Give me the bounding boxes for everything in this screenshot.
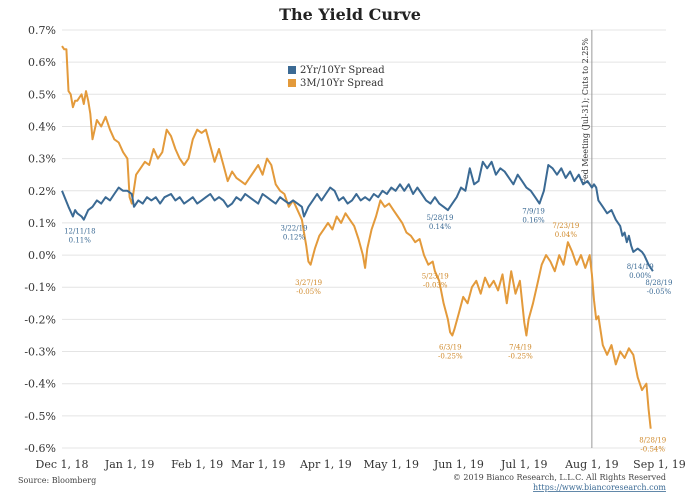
y-tick-label: 0.4% — [28, 120, 56, 133]
annotation-label: -0.25% — [438, 352, 463, 360]
annotation-label: 3/22/19 — [281, 224, 308, 232]
x-tick-label: Aug 1, 19 — [564, 458, 619, 471]
annotation-label: 3/27/19 — [295, 279, 322, 287]
annotation-label: 5/28/19 — [426, 214, 453, 222]
series-line — [61, 45, 652, 429]
annotation-label: 0.12% — [283, 233, 306, 241]
fed-meeting-marker: Fed Meeting (Jul-31); Cuts to 2.25% — [581, 30, 593, 448]
annotation-label: -0.54% — [640, 446, 665, 454]
x-tick-label: Feb 1, 19 — [171, 458, 223, 471]
y-tick-label: 0.5% — [28, 88, 56, 101]
x-tick-label: Jan 1, 19 — [104, 458, 155, 471]
legend: 2Yr/10Yr Spread 3M/10Yr Spread — [288, 65, 385, 89]
annotation-label: 7/9/19 — [522, 208, 545, 216]
y-tick-label: -0.1% — [24, 281, 56, 294]
annotation-label: 0.04% — [555, 231, 578, 239]
annotation-label: 0.00% — [629, 272, 652, 280]
x-axis: Dec 1, 18 Jan 1, 19 Feb 1, 19 Mar 1, 19 Apr … — [36, 458, 686, 471]
x-tick-label: Dec 1, 18 — [36, 458, 89, 471]
y-axis: 0.7% 0.6% 0.5% 0.4% 0.3% 0.2% 0.1% 0.0% -0.1% -0.… — [24, 24, 56, 455]
y-tick-label: 0.1% — [28, 217, 56, 230]
y-tick-label: 0.6% — [28, 56, 56, 69]
x-tick-label: Jul 1, 19 — [500, 458, 548, 471]
legend-swatch — [288, 79, 296, 87]
legend-label: 3M/10Yr Spread — [300, 78, 384, 89]
y-tick-label: 0.7% — [28, 24, 56, 37]
y-tick-label: 0.2% — [28, 185, 56, 198]
annotation-label: 8/28/19 — [639, 437, 666, 445]
annotations: 12/11/180.11%3/22/190.12%3/27/19-0.05%5/… — [64, 208, 672, 454]
source-note: Source: Bloomberg — [18, 476, 96, 485]
annotation-label: -0.25% — [508, 352, 533, 360]
y-tick-label: -0.6% — [24, 442, 56, 455]
x-tick-label: May 1, 19 — [363, 458, 419, 471]
annotation-label: 0.16% — [522, 217, 545, 225]
chart-title: The Yield Curve — [279, 5, 421, 24]
y-tick-label: -0.5% — [24, 410, 56, 423]
x-tick-label: Apr 1, 19 — [299, 458, 352, 471]
website-link[interactable]: https://www.biancoresearch.com — [533, 483, 666, 492]
y-tick-label: 0.3% — [28, 153, 56, 166]
annotation-label: 12/11/18 — [64, 228, 95, 236]
y-tick-label: -0.2% — [24, 313, 56, 326]
y-tick-label: -0.4% — [24, 378, 56, 391]
annotation-label: 0.14% — [429, 223, 452, 231]
annotation-label: 8/28/19 — [645, 279, 672, 287]
annotation-label: -0.05% — [647, 288, 672, 296]
x-tick-label: Sep 1, 19 — [633, 458, 686, 471]
y-tick-label: 0.0% — [28, 249, 56, 262]
annotation-label: 7/23/19 — [552, 222, 579, 230]
annotation-label: 6/3/19 — [439, 343, 462, 351]
annotation-label: 8/14/19 — [627, 263, 654, 271]
gridlines — [62, 29, 666, 449]
annotation-label: -0.03% — [423, 282, 448, 290]
fed-meeting-label: Fed Meeting (Jul-31); Cuts to 2.25% — [581, 38, 590, 185]
y-tick-label: -0.3% — [24, 346, 56, 359]
annotation-label: -0.05% — [296, 288, 321, 296]
legend-swatch — [288, 66, 296, 74]
x-tick-label: Jun 1, 19 — [433, 458, 484, 471]
annotation-label: 7/4/19 — [509, 343, 532, 351]
annotation-label: 5/23/19 — [422, 273, 449, 281]
x-tick-label: Mar 1, 19 — [231, 458, 286, 471]
legend-label: 2Yr/10Yr Spread — [300, 65, 385, 76]
annotation-label: 0.11% — [69, 237, 92, 245]
series-line — [61, 160, 654, 272]
series-lines — [61, 45, 654, 429]
copyright-note: © 2019 Bianco Research, L.L.C. All Right… — [453, 473, 666, 482]
